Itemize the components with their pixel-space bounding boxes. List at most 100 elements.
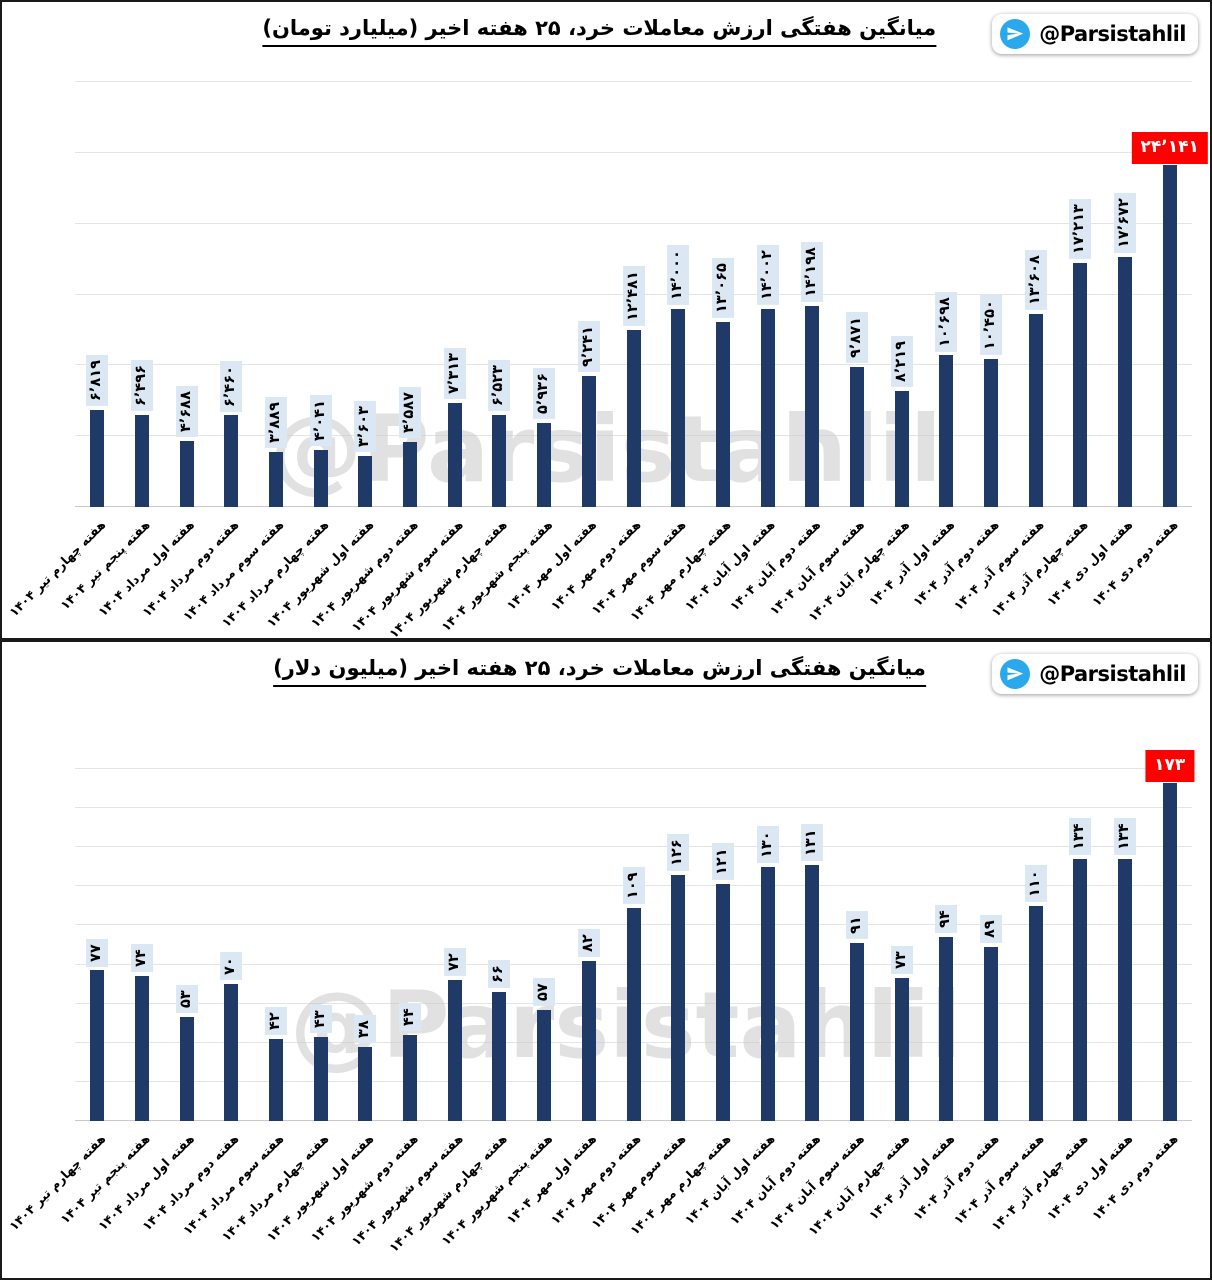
x-tick-label: هفته دوم دی ۱۴۰۴	[1088, 517, 1181, 610]
bar	[805, 305, 820, 507]
bar-value-label: ۴٬۵۸۷	[399, 387, 422, 439]
bar-value-label-highlight: ۲۴٬۱۴۱	[1131, 132, 1208, 165]
x-ticks: هفته چهارم تیر ۱۴۰۴ هفته پنجم تیر ۱۴۰۴ هفت…	[6, 1125, 1192, 1278]
bar	[224, 415, 239, 507]
bar	[403, 1034, 418, 1121]
plot-area: @Parsistahlil ۶٬۸۱۹ ۶٬۴۹۶ ۴٬۶۸۸ ۶٬۴۶۰ ۳٬۸۸۹ ۴…	[75, 81, 1208, 507]
plot-area: @Parsistahlil ۷۷۷۴۵۳۷۰۴۲۴۳۳۸۴۴۷۲۶۶۵۷۸۲۱۰…	[75, 750, 1195, 1121]
bar	[1162, 782, 1177, 1121]
telegram-handle: @Parsistahlil	[1039, 662, 1186, 686]
bar	[447, 403, 462, 507]
chart-panel-dollar: میانگین هفتگی ارزش معاملات خرد، ۲۵ هفته …	[0, 640, 1212, 1280]
bar-value-label: ۹۴	[935, 905, 958, 934]
bar-value-label: ۹٬۲۴۱	[577, 321, 600, 373]
bar	[224, 984, 239, 1121]
bar	[581, 960, 596, 1121]
telegram-handle: @Parsistahlil	[1039, 22, 1186, 46]
telegram-icon	[1000, 19, 1031, 49]
gridline	[75, 846, 1192, 848]
bar-value-label: ۱۳۴	[1069, 818, 1092, 855]
x-tick-label: هفته اول دی ۱۴۰۴	[1043, 517, 1136, 609]
bar	[715, 321, 730, 507]
bar	[1117, 256, 1132, 507]
telegram-badge: @Parsistahlil	[992, 654, 1198, 694]
bar	[135, 414, 150, 507]
bar-value-label: ۵۷	[533, 977, 556, 1006]
bar	[537, 1009, 552, 1121]
bar	[715, 884, 730, 1121]
bar	[179, 440, 194, 507]
bar	[626, 907, 641, 1121]
bar-value-label: ۱۳۴	[1114, 818, 1136, 855]
bar-value-label: ۱۷٬۲۱۳	[1069, 199, 1092, 260]
bar-value-label: ۴٬۰۴۱	[309, 394, 332, 446]
bar-value-label: ۳۸	[354, 1015, 377, 1043]
bar	[179, 1017, 194, 1121]
bar	[805, 864, 820, 1121]
x-tick-label: هفته اول دی ۱۴۰۴	[1043, 1131, 1136, 1223]
gridline	[75, 807, 1192, 809]
bar-value-label: ۸٬۲۱۹	[890, 335, 913, 387]
x-tick-label: هفته دوم دی ۱۴۰۴	[1088, 1131, 1181, 1224]
bar	[1073, 858, 1088, 1121]
bar-value-label: ۱۳٬۰۶۵	[711, 258, 734, 318]
chart-title: میانگین هفتگی ارزش معاملات خرد، ۲۵ هفته …	[262, 16, 937, 47]
bar-value-label: ۹٬۸۷۱	[845, 312, 868, 364]
bar-value-label: ۱۴٬۰۰۲	[756, 244, 779, 305]
bar-value-label: ۱۷٬۶۷۲	[1114, 192, 1136, 253]
telegram-icon	[1000, 659, 1031, 689]
gridline	[75, 222, 1192, 224]
bar-value-label: ۴۴	[399, 1003, 422, 1031]
bar	[939, 355, 954, 507]
bar	[581, 376, 596, 507]
bar	[760, 308, 775, 507]
bar-value-label: ۷۲	[443, 948, 466, 977]
bar	[358, 1046, 373, 1121]
bar-value-label: ۶٬۴۹۶	[131, 360, 154, 411]
gridline	[75, 81, 1192, 82]
x-ticks: هفته چهارم تیر ۱۴۰۴ هفته پنجم تیر ۱۴۰۴ هفت…	[6, 511, 1192, 638]
bar-value-label: ۷۳	[890, 946, 913, 975]
bar-value-label: ۱۳۱	[801, 824, 824, 861]
bar	[269, 451, 284, 507]
bar	[492, 991, 507, 1121]
x-tick-label: هفته اول آذر ۱۴۰۴	[865, 1131, 957, 1223]
bar-value-label: ۶٬۵۲۳	[488, 359, 511, 411]
bar-value-label: ۱۲۶	[667, 834, 690, 871]
gridline	[75, 151, 1192, 153]
bar	[403, 442, 418, 507]
bar-value-label: ۵٬۹۳۶	[533, 368, 556, 419]
bar	[269, 1038, 284, 1121]
bar	[90, 970, 105, 1121]
bar	[671, 874, 686, 1121]
bar-value-label: ۱۳۰	[756, 826, 779, 863]
bar	[1162, 165, 1177, 507]
x-tick-label: هفته اول آذر ۱۴۰۴	[865, 517, 957, 609]
bar-value-label: ۷٬۳۱۳	[443, 348, 466, 400]
bar	[90, 410, 105, 507]
bar-value-label: ۸۲	[577, 928, 600, 957]
bar	[760, 866, 775, 1121]
chart-panel-toman: میانگین هفتگی ارزش معاملات خرد، ۲۵ هفته …	[0, 0, 1212, 640]
chart-title: میانگین هفتگی ارزش معاملات خرد، ۲۵ هفته …	[273, 656, 926, 687]
bar	[1028, 314, 1043, 507]
bar-value-label-highlight: ۱۷۳	[1145, 750, 1195, 782]
bar	[894, 390, 909, 507]
bar	[135, 976, 150, 1121]
bar-value-label: ۶٬۴۶۰	[220, 360, 243, 412]
bar-value-label: ۱۴٬۰۰۰	[667, 244, 690, 305]
bar	[1028, 905, 1043, 1121]
bar-value-label: ۴۲	[265, 1007, 288, 1035]
bar-value-label: ۴۳	[309, 1005, 332, 1033]
x-tick-label: هفته دوم آذر ۱۴۰۴	[909, 517, 1002, 610]
bar	[983, 358, 998, 507]
bar	[849, 943, 864, 1121]
bar	[358, 455, 373, 507]
bar-value-label: ۱۲٬۴۸۱	[622, 266, 645, 327]
bar-value-label: ۵۳	[175, 985, 198, 1014]
bar	[939, 937, 954, 1121]
bar-value-label: ۷۰	[220, 952, 243, 981]
bar	[894, 978, 909, 1121]
bar	[313, 1036, 328, 1121]
bar	[626, 330, 641, 507]
